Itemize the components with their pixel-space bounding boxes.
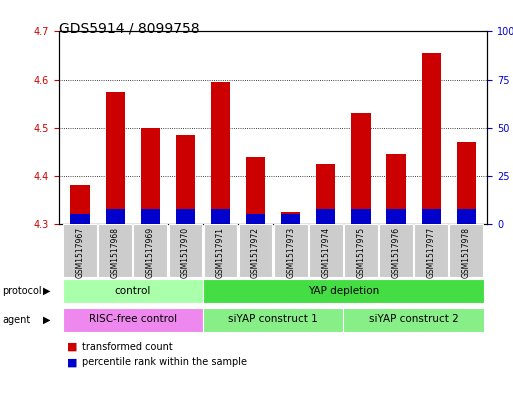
Bar <box>176 209 195 224</box>
Bar <box>316 164 336 224</box>
Text: GSM1517977: GSM1517977 <box>427 227 436 278</box>
Bar <box>343 308 484 332</box>
Bar <box>211 209 230 224</box>
Bar <box>169 224 202 277</box>
Bar <box>63 279 203 303</box>
Text: percentile rank within the sample: percentile rank within the sample <box>82 357 247 367</box>
Text: GSM1517971: GSM1517971 <box>216 227 225 278</box>
Text: agent: agent <box>3 315 31 325</box>
Text: GDS5914 / 8099758: GDS5914 / 8099758 <box>59 22 200 36</box>
Text: ■: ■ <box>67 357 77 367</box>
Text: ▶: ▶ <box>43 286 50 296</box>
Bar <box>351 209 370 224</box>
Text: ■: ■ <box>67 342 77 352</box>
Bar <box>239 224 272 277</box>
Bar <box>176 135 195 224</box>
Text: protocol: protocol <box>3 286 42 296</box>
Text: siYAP construct 2: siYAP construct 2 <box>369 314 459 324</box>
Bar <box>351 113 370 224</box>
Text: GSM1517968: GSM1517968 <box>111 227 120 278</box>
Bar <box>133 224 167 277</box>
Bar <box>457 142 476 224</box>
Bar <box>141 128 160 224</box>
Text: GSM1517973: GSM1517973 <box>286 227 295 278</box>
Text: GSM1517969: GSM1517969 <box>146 227 155 278</box>
Bar <box>281 212 301 224</box>
Text: transformed count: transformed count <box>82 342 173 352</box>
Bar <box>246 214 265 224</box>
Bar <box>386 209 406 224</box>
Text: RISC-free control: RISC-free control <box>89 314 177 324</box>
Text: GSM1517974: GSM1517974 <box>321 227 330 278</box>
Text: YAP depletion: YAP depletion <box>308 286 379 296</box>
Text: GSM1517967: GSM1517967 <box>75 227 85 278</box>
Bar <box>386 154 406 224</box>
Bar <box>203 308 343 332</box>
Bar <box>344 224 378 277</box>
Bar <box>203 279 484 303</box>
Bar <box>70 185 90 224</box>
Text: GSM1517975: GSM1517975 <box>357 227 365 278</box>
Text: siYAP construct 1: siYAP construct 1 <box>228 314 318 324</box>
Bar <box>106 209 125 224</box>
Bar <box>63 224 97 277</box>
Bar <box>204 224 238 277</box>
Bar <box>70 214 90 224</box>
Text: GSM1517978: GSM1517978 <box>462 227 471 278</box>
Text: GSM1517972: GSM1517972 <box>251 227 260 278</box>
Bar <box>106 92 125 224</box>
Bar <box>98 224 132 277</box>
Bar <box>422 209 441 224</box>
Bar <box>422 53 441 224</box>
Bar <box>457 209 476 224</box>
Bar <box>211 82 230 224</box>
Bar <box>316 209 336 224</box>
Text: control: control <box>114 286 151 296</box>
Text: GSM1517976: GSM1517976 <box>391 227 401 278</box>
Bar <box>309 224 343 277</box>
Bar <box>274 224 308 277</box>
Bar <box>449 224 483 277</box>
Text: GSM1517970: GSM1517970 <box>181 227 190 278</box>
Bar <box>63 308 203 332</box>
Bar <box>141 209 160 224</box>
Bar <box>281 214 301 224</box>
Bar <box>379 224 413 277</box>
Bar <box>415 224 448 277</box>
Text: ▶: ▶ <box>43 315 50 325</box>
Bar <box>246 156 265 224</box>
